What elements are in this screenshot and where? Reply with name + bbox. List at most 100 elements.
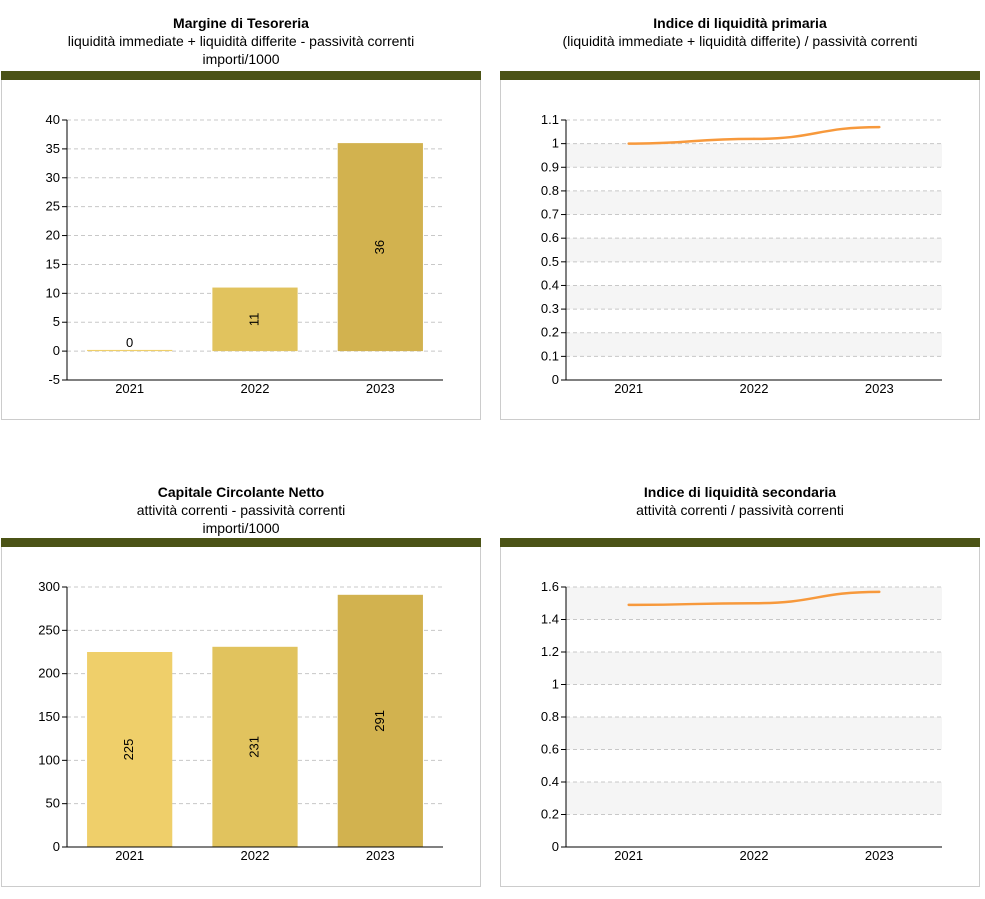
y-tick-label: 1.6 (541, 579, 559, 594)
chart-subtitle-units: importi/1000 (202, 51, 280, 67)
bar (212, 287, 298, 352)
y-tick-label: 0.6 (541, 230, 559, 245)
chart-titles: Capitale Circolante Netto attività corre… (1, 483, 481, 539)
chart-svg: 0 0.1 0.2 0.3 0.4 0.5 0.6 0.7 0.8 0.9 1 1.1 2021 2022… (541, 112, 942, 396)
y-tick-label: -5 (48, 372, 60, 387)
chart-frame: 0 50 100 150 200 250 300 225 231 291 2021 2022 2023 (1, 547, 481, 887)
y-tick-label: 25 (46, 199, 60, 214)
plot-band (566, 717, 942, 750)
y-tick-label: 15 (46, 256, 60, 271)
chart-svg: -5 0 5 10 15 20 25 30 35 40 0 11 36 2021 2022 2023 (46, 112, 443, 396)
y-tick-label: 0 (53, 839, 60, 854)
chart-title: Margine di Tesoreria (173, 15, 309, 31)
y-tick-label: 0.3 (541, 301, 559, 316)
chart-title: Capitale Circolante Netto (157, 484, 325, 500)
y-tick-label: 0.8 (541, 709, 559, 724)
panel-header-bar (1, 538, 481, 547)
panel-header-bar (500, 538, 980, 547)
chart-titles: Indice di liquidità secondaria attività … (500, 483, 980, 539)
y-tick-label: 0 (552, 839, 559, 854)
chart-frame: -5 0 5 10 15 20 25 30 35 40 0 11 36 2021 2022 2023 (1, 80, 481, 420)
chart-subtitle: attività correnti - passività correnti (136, 502, 346, 518)
chart-subtitle: attività correnti / passività correnti (636, 502, 844, 518)
data-point (752, 602, 756, 605)
y-tick-label: 0.7 (541, 207, 559, 222)
data-point (878, 590, 881, 594)
chart-titles: Indice di liquidità primaria (liquidità … (500, 14, 980, 70)
plot-band (566, 782, 942, 815)
y-tick-label: 0.4 (541, 774, 559, 789)
y-tick-label: 0.9 (541, 159, 559, 174)
chart-panel-capitale-circolante: Capitale Circolante Netto attività corre… (1, 483, 481, 887)
plot-band (566, 285, 942, 310)
chart-subtitle: (liquidità immediate + liquidità differi… (562, 33, 918, 49)
x-tick-label: 2022 (241, 848, 270, 863)
panel-header-bar (500, 71, 980, 80)
y-tick-label: 0.2 (541, 807, 559, 822)
y-tick-label: 1.1 (541, 112, 559, 127)
plot-band (566, 652, 942, 685)
bar (337, 594, 423, 847)
data-label: 36 (372, 240, 387, 254)
plot-band (566, 143, 942, 168)
chart-frame: 0 0.1 0.2 0.3 0.4 0.5 0.6 0.7 0.8 0.9 1 1.1 2021 2022… (500, 80, 980, 420)
x-tick-label: 2022 (740, 848, 769, 863)
x-tick-label: 2022 (241, 381, 270, 396)
chart-title: Indice di liquidità primaria (653, 15, 827, 31)
y-tick-label: 0.2 (541, 325, 559, 340)
x-tick-label: 2021 (614, 848, 643, 863)
y-tick-label: 150 (38, 709, 60, 724)
x-tick-label: 2023 (366, 848, 395, 863)
y-tick-label: 0 (53, 343, 60, 358)
plot-band (566, 238, 942, 262)
data-label: 225 (121, 739, 136, 761)
bar (87, 652, 173, 847)
data-label: 11 (246, 313, 261, 327)
chart-subtitle: liquidità immediate + liquidità differit… (67, 33, 415, 49)
data-label: 0 (126, 335, 133, 350)
y-tick-label: 0 (552, 372, 559, 387)
y-tick-label: 0.6 (541, 742, 559, 757)
data-point (878, 125, 881, 129)
y-tick-label: 0.5 (541, 254, 559, 269)
y-tick-label: 50 (46, 796, 60, 811)
chart-panel-margine-tesoreria: Margine di Tesoreria liquidità immediate… (1, 14, 481, 420)
series-line (628, 125, 880, 145)
x-tick-label: 2022 (740, 381, 769, 396)
y-tick-label: 250 (38, 622, 60, 637)
data-point (627, 603, 630, 607)
data-label: 291 (372, 710, 387, 732)
chart-subtitle-units: importi/1000 (202, 520, 280, 536)
bar (87, 349, 173, 352)
y-tick-label: 1 (552, 677, 559, 692)
x-tick-label: 2023 (366, 381, 395, 396)
y-tick-label: 100 (38, 752, 60, 767)
bar (337, 143, 423, 352)
bar (212, 646, 298, 847)
data-point (627, 142, 630, 145)
y-tick-label: 200 (38, 666, 60, 681)
y-tick-label: 5 (53, 314, 60, 329)
x-tick-label: 2023 (865, 381, 894, 396)
chart-frame: 0 0.2 0.4 0.6 0.8 1 1.2 1.4 1.6 2021 2022 2023 (500, 547, 980, 887)
x-tick-label: 2021 (614, 381, 643, 396)
chart-panel-liquidita-secondaria: Indice di liquidità secondaria attività … (500, 483, 980, 887)
data-label: 231 (246, 736, 261, 758)
y-tick-label: 0.4 (541, 277, 559, 292)
y-tick-label: 1 (552, 136, 559, 151)
plot-band (566, 190, 942, 215)
y-tick-label: 1.4 (541, 612, 559, 627)
chart-svg: 0 50 100 150 200 250 300 225 231 291 2021 2022 2023 (38, 579, 443, 863)
y-tick-label: 30 (46, 170, 60, 185)
y-tick-label: 40 (46, 112, 60, 127)
chart-svg: 0 0.2 0.4 0.6 0.8 1 1.2 1.4 1.6 2021 2022 2023 (541, 579, 942, 863)
plot-band (566, 332, 942, 357)
chart-title: Indice di liquidità secondaria (643, 484, 837, 500)
y-tick-label: 35 (46, 141, 60, 156)
data-point (752, 137, 756, 141)
chart-panel-liquidita-primaria: Indice di liquidità primaria (liquidità … (500, 14, 980, 420)
y-tick-label: 300 (38, 579, 60, 594)
y-tick-label: 20 (46, 228, 60, 243)
x-tick-label: 2021 (115, 848, 144, 863)
y-tick-label: 1.2 (541, 644, 559, 659)
